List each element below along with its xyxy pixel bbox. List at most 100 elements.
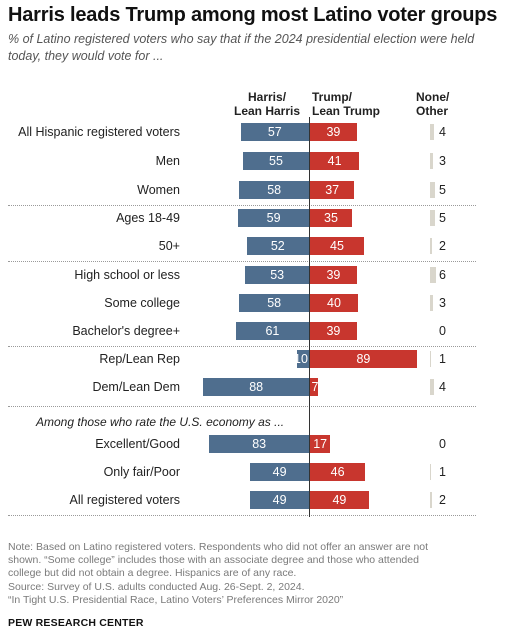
row-label: Men bbox=[155, 154, 180, 168]
none-other-bar bbox=[430, 492, 432, 508]
none-other-value: 3 bbox=[439, 154, 446, 168]
none-other-value: 5 bbox=[439, 211, 446, 225]
row-label: Some college bbox=[104, 296, 180, 310]
trump-bar bbox=[310, 209, 352, 227]
row-label: All Hispanic registered voters bbox=[18, 125, 180, 139]
harris-value: 10 bbox=[294, 352, 308, 366]
trump-bar bbox=[310, 266, 357, 284]
none-other-bar bbox=[430, 436, 431, 452]
none-other-value: 4 bbox=[439, 125, 446, 139]
harris-bar bbox=[243, 152, 309, 170]
harris-value: 59 bbox=[266, 211, 281, 225]
none-other-value: 1 bbox=[439, 465, 446, 479]
harris-value: 57 bbox=[267, 125, 282, 139]
harris-bar bbox=[240, 123, 309, 141]
none-other-value: 6 bbox=[439, 268, 446, 282]
harris-value: 83 bbox=[252, 437, 267, 451]
none-other-value: 0 bbox=[439, 324, 446, 338]
row-label: High school or less bbox=[74, 268, 180, 282]
footnote-line: Note: Based on Latino registered voters.… bbox=[8, 541, 429, 553]
none-other-bar bbox=[430, 464, 431, 480]
trump-value: 7 bbox=[311, 380, 319, 394]
row-separator bbox=[8, 406, 476, 407]
column-header-trump-line1: Trump/ bbox=[312, 90, 353, 104]
column-header-none-line1: None/ bbox=[416, 90, 450, 104]
trump-bar bbox=[310, 152, 360, 170]
trump-bar bbox=[310, 181, 355, 199]
column-header-harris-line2: Lean Harris bbox=[234, 104, 301, 118]
row-separator bbox=[8, 346, 476, 347]
row-separator bbox=[8, 261, 476, 262]
none-other-bar bbox=[430, 210, 435, 226]
trump-bar bbox=[310, 237, 364, 255]
column-header-trump-line2: Lean Trump bbox=[312, 104, 381, 118]
column-header-harris: Harris/ Lean Harris bbox=[234, 90, 300, 118]
trump-value: 49 bbox=[332, 493, 347, 507]
none-other-bar bbox=[430, 124, 434, 140]
harris-bar bbox=[297, 350, 309, 368]
chart-subtitle: % of Latino registered voters who say th… bbox=[8, 32, 475, 63]
none-other-bar bbox=[430, 238, 432, 254]
trump-value: 46 bbox=[330, 465, 345, 479]
trump-bar bbox=[310, 294, 358, 312]
row-label: Dem/Lean Dem bbox=[92, 380, 180, 394]
column-header-none-line2: Other bbox=[416, 104, 449, 118]
harris-value: 49 bbox=[272, 465, 287, 479]
report-title-line: “In Tight U.S. Presidential Race, Latino… bbox=[8, 593, 344, 606]
none-other-bar bbox=[430, 182, 435, 198]
trump-bar bbox=[310, 322, 357, 340]
row-label: Women bbox=[137, 183, 180, 197]
trump-bar bbox=[310, 491, 369, 509]
column-header-none: None/ Other bbox=[416, 90, 449, 118]
trump-value: 39 bbox=[326, 125, 341, 139]
harris-bar bbox=[250, 463, 309, 481]
trump-value: 89 bbox=[356, 352, 371, 366]
row-separator bbox=[8, 515, 476, 516]
trump-value: 17 bbox=[313, 437, 328, 451]
none-other-value: 1 bbox=[439, 352, 446, 366]
trump-bar bbox=[310, 123, 357, 141]
footnote: Note: Based on Latino registered voters.… bbox=[8, 541, 478, 607]
none-other-value: 4 bbox=[439, 380, 446, 394]
trump-bar bbox=[310, 435, 331, 453]
row-label: Ages 18-49 bbox=[116, 211, 180, 225]
source-line: Source: Survey of U.S. adults conducted … bbox=[8, 580, 305, 593]
row-label: All registered voters bbox=[69, 493, 180, 507]
harris-value: 55 bbox=[269, 154, 283, 168]
trump-value: 39 bbox=[326, 268, 341, 282]
trump-value: 40 bbox=[327, 296, 341, 310]
section-label-economy: Among those who rate the U.S. economy as… bbox=[36, 415, 285, 429]
column-header-harris-line1: Harris/ bbox=[248, 90, 287, 104]
trump-bar bbox=[310, 378, 319, 396]
trump-value: 39 bbox=[326, 324, 341, 338]
none-other-bar bbox=[430, 351, 431, 367]
row-label: 50+ bbox=[158, 239, 180, 253]
none-other-bar bbox=[430, 267, 436, 283]
none-other-value: 3 bbox=[439, 296, 446, 310]
none-other-value: 2 bbox=[439, 493, 446, 507]
chart-title: Harris leads Trump among most Latino vot… bbox=[8, 4, 498, 26]
trump-bar bbox=[310, 350, 417, 368]
trump-value: 41 bbox=[327, 154, 342, 168]
harris-value: 58 bbox=[267, 296, 282, 310]
row-label: Bachelor's degree+ bbox=[72, 324, 180, 338]
trump-value: 45 bbox=[330, 239, 344, 253]
harris-bar bbox=[245, 266, 309, 284]
harris-bar bbox=[246, 237, 309, 255]
harris-value: 53 bbox=[270, 268, 285, 282]
trump-value: 35 bbox=[324, 211, 338, 225]
footnote-line: college but did not obtain a degree. His… bbox=[8, 567, 297, 580]
harris-value: 49 bbox=[272, 493, 287, 507]
harris-value: 52 bbox=[270, 239, 285, 253]
harris-bar bbox=[238, 209, 309, 227]
none-other-bar bbox=[430, 295, 433, 311]
none-other-value: 5 bbox=[439, 183, 446, 197]
none-other-value: 2 bbox=[439, 239, 446, 253]
harris-bar bbox=[239, 181, 309, 199]
trump-value: 37 bbox=[325, 183, 340, 197]
none-other-bar bbox=[430, 153, 433, 169]
harris-value: 88 bbox=[249, 380, 264, 394]
column-header-trump: Trump/ Lean Trump bbox=[312, 90, 380, 118]
row-label: Rep/Lean Rep bbox=[99, 352, 180, 366]
